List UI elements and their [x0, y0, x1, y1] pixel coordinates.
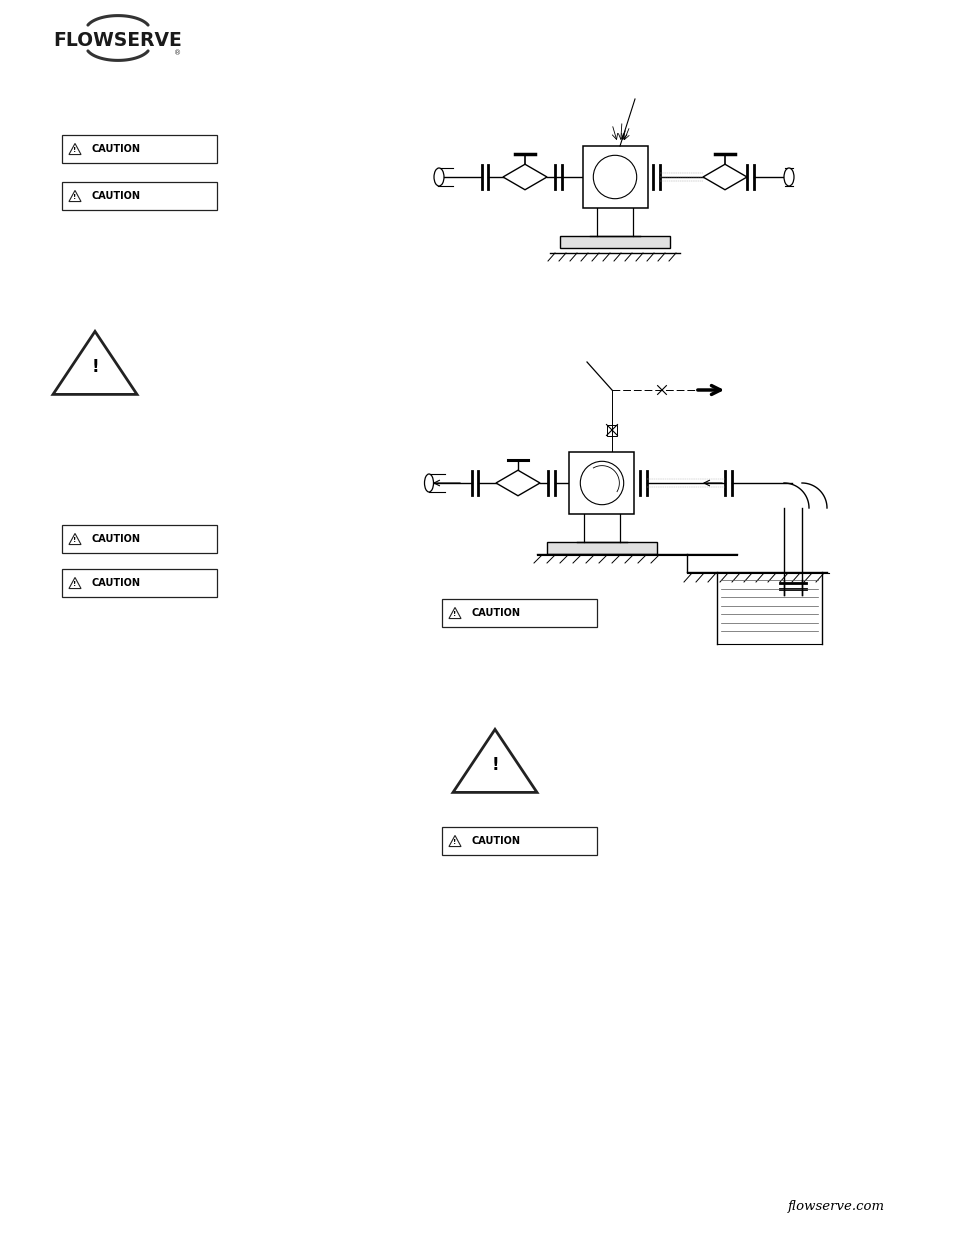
Polygon shape	[69, 578, 81, 589]
Bar	[62, 135, 216, 163]
Polygon shape	[69, 190, 81, 201]
Text: !: !	[73, 194, 76, 200]
Polygon shape	[69, 143, 81, 154]
Ellipse shape	[434, 168, 443, 186]
Polygon shape	[449, 835, 460, 846]
Text: !: !	[453, 839, 456, 845]
Text: CAUTION: CAUTION	[91, 191, 141, 201]
Polygon shape	[53, 331, 137, 394]
Polygon shape	[449, 608, 460, 619]
Polygon shape	[453, 730, 537, 793]
Text: CAUTION: CAUTION	[91, 578, 141, 588]
Text: CAUTION: CAUTION	[472, 608, 520, 618]
Bar	[62, 569, 216, 597]
Text: !: !	[491, 756, 498, 774]
Bar	[62, 525, 216, 553]
Bar	[546, 542, 657, 555]
Polygon shape	[502, 164, 546, 190]
Ellipse shape	[424, 474, 433, 492]
Text: !: !	[91, 358, 99, 377]
Text: !: !	[73, 147, 76, 152]
Text: ®: ®	[173, 49, 181, 56]
Polygon shape	[69, 534, 81, 545]
Text: !: !	[73, 536, 76, 542]
Text: flowserve.com: flowserve.com	[787, 1200, 884, 1213]
Bar	[441, 599, 597, 627]
Text: CAUTION: CAUTION	[91, 144, 141, 154]
Text: !: !	[73, 580, 76, 587]
Polygon shape	[496, 471, 539, 495]
Bar	[62, 182, 216, 210]
Ellipse shape	[783, 168, 793, 186]
Text: CAUTION: CAUTION	[91, 534, 141, 543]
Text: !: !	[453, 610, 456, 616]
Bar	[569, 452, 634, 514]
Bar	[441, 827, 597, 855]
Text: FLOWSERVE: FLOWSERVE	[53, 31, 182, 49]
Bar	[559, 236, 669, 248]
Bar	[582, 146, 647, 207]
Text: CAUTION: CAUTION	[472, 836, 520, 846]
Polygon shape	[702, 164, 746, 190]
